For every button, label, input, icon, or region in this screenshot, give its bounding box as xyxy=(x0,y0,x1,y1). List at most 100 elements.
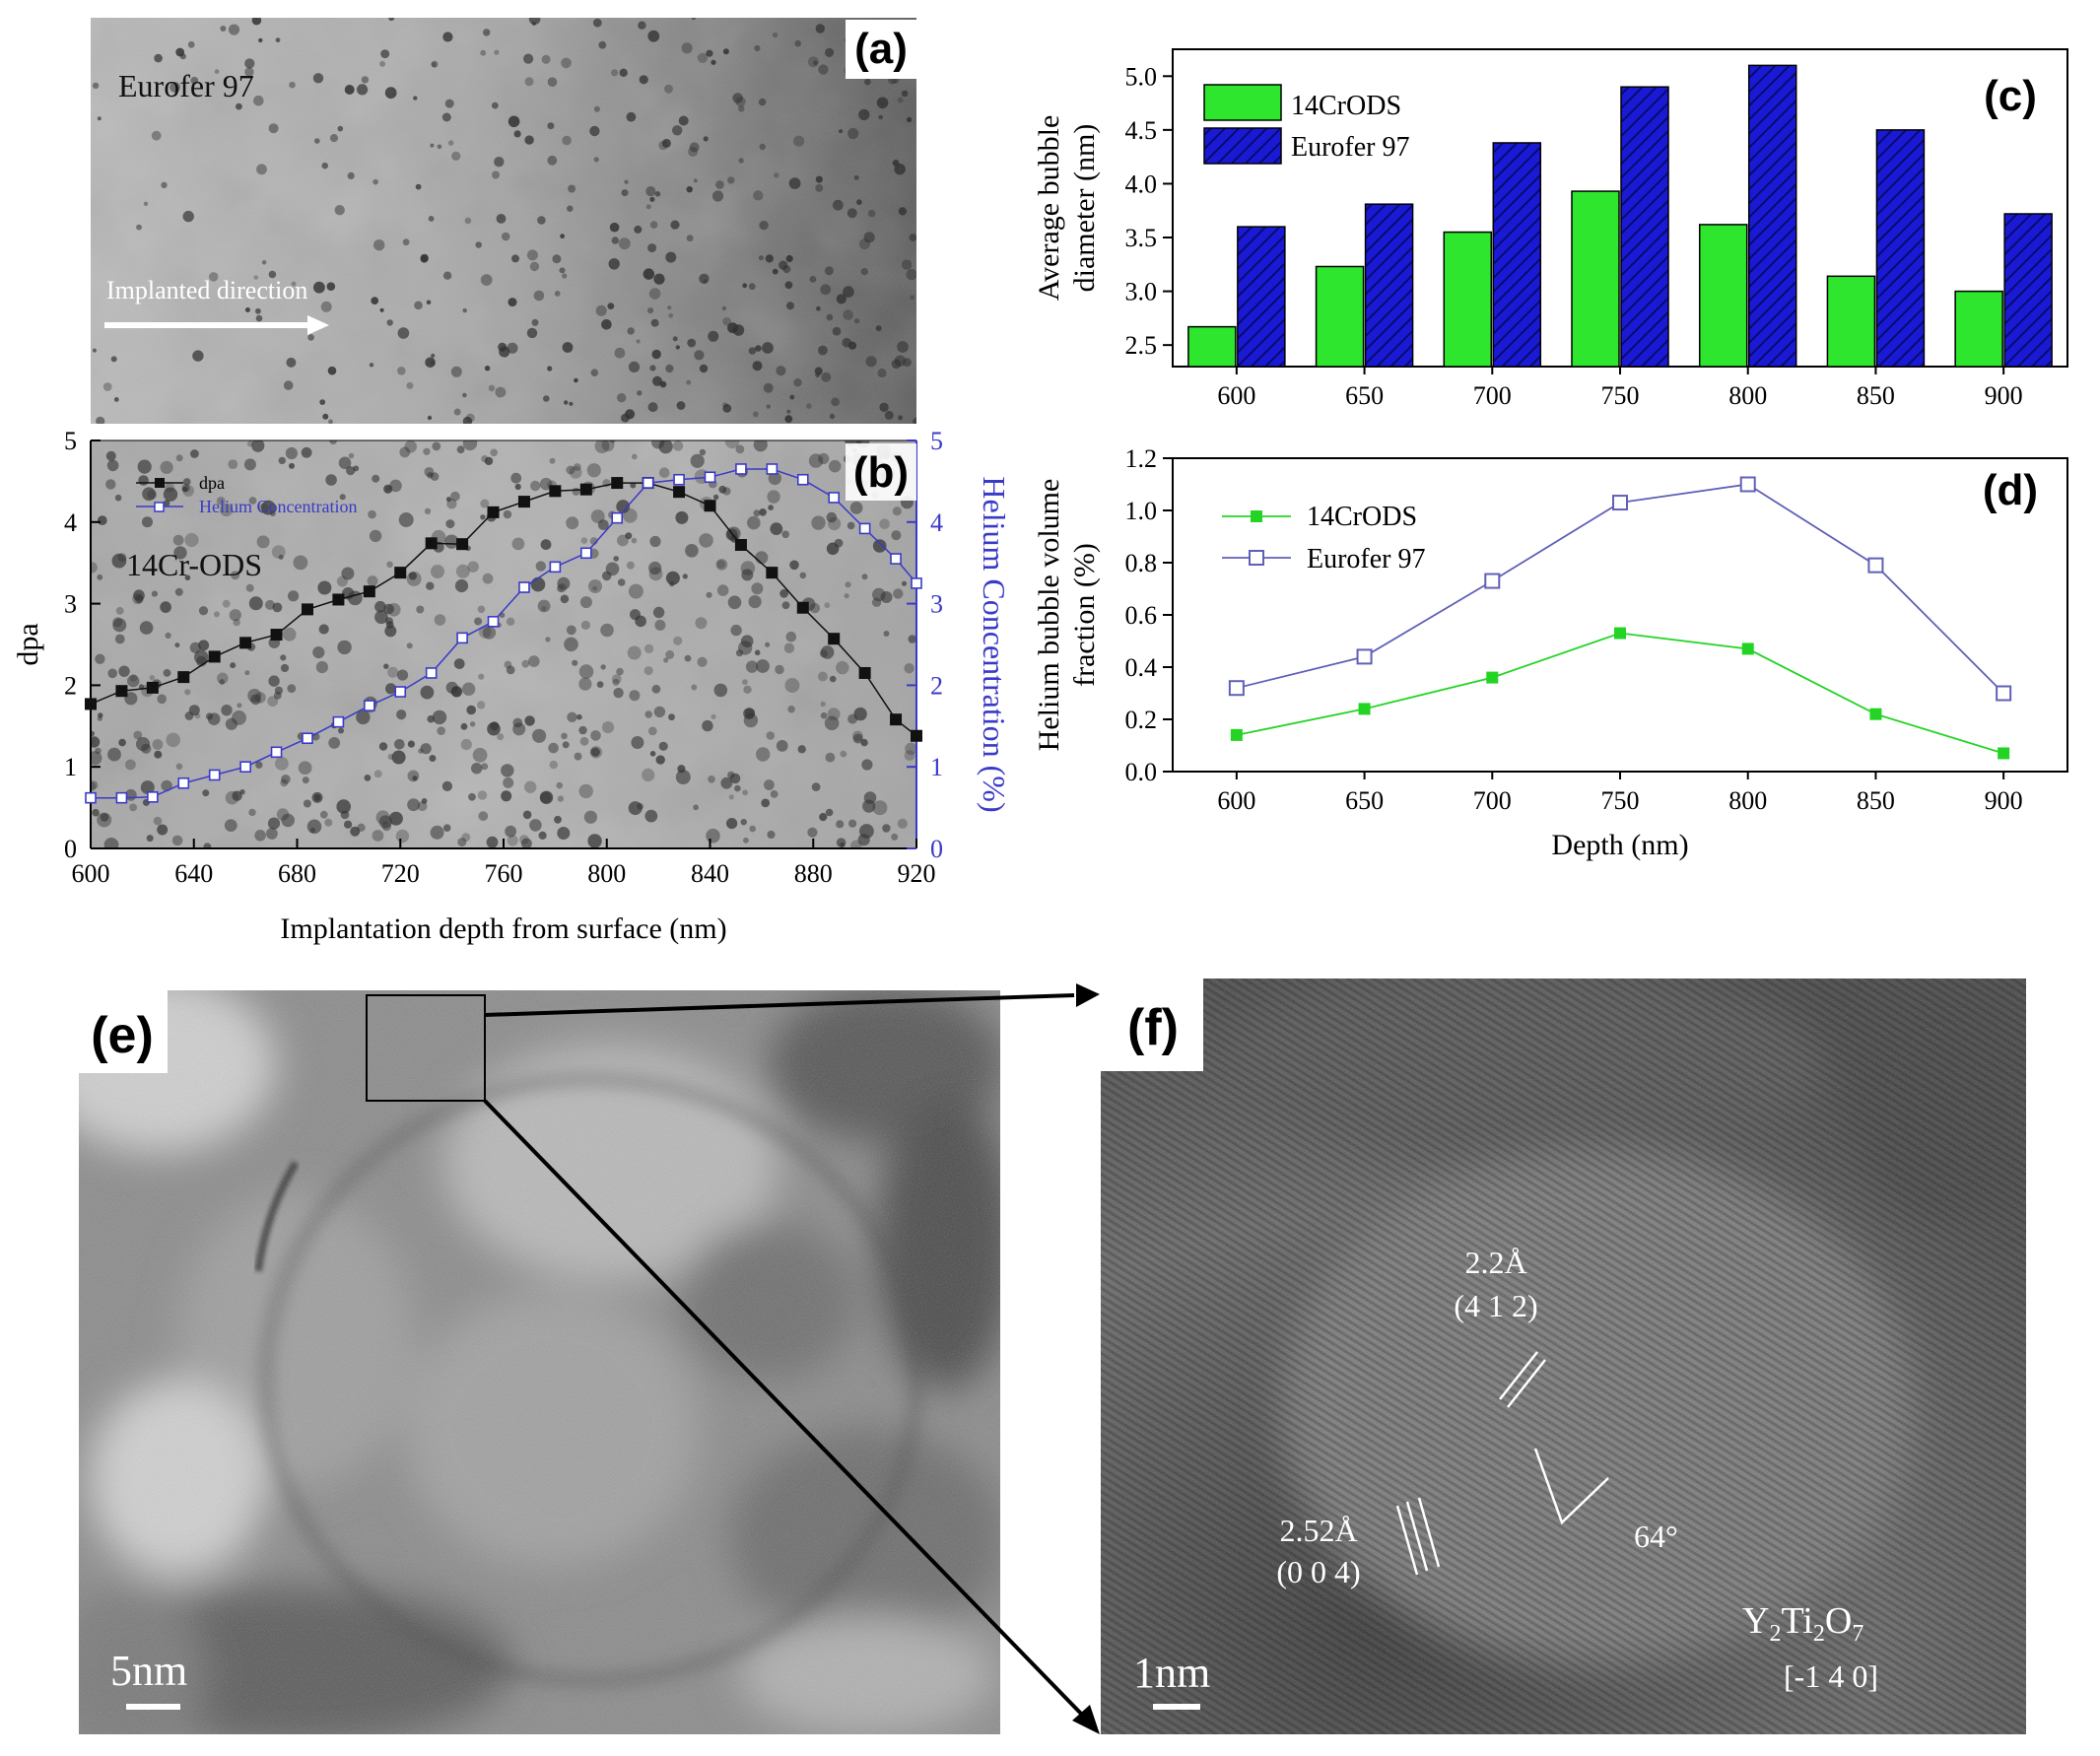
b-dpa-point xyxy=(579,483,592,496)
d-eurofer97-point xyxy=(1356,648,1373,665)
d-eurofer97-point xyxy=(1228,680,1245,697)
lattice-angle: 64° xyxy=(1634,1519,1678,1554)
c-legend-eurofer97-swatch xyxy=(1203,127,1282,165)
b-y-tick-label: 2 xyxy=(64,671,77,700)
b-helium-point xyxy=(364,700,375,711)
b-y-tick-label: 5 xyxy=(64,427,77,455)
d-y-tick-label: 0.6 xyxy=(1125,601,1158,630)
b-dpa-point xyxy=(301,603,313,616)
b-dpa-point xyxy=(911,729,922,742)
d-14crods-point xyxy=(1358,703,1371,715)
panel-d-label-box: (d) xyxy=(1983,466,2038,514)
d-x-axis-title: Depth (nm) xyxy=(1551,829,1688,861)
d-14crods-point xyxy=(1614,627,1626,640)
c-legend-14crods-label: 14CrODS xyxy=(1291,91,1401,121)
b-legend-dpa-label: dpa xyxy=(199,473,225,493)
d-14crods-point xyxy=(1230,728,1243,741)
panel-f-scale-bar xyxy=(1153,1704,1200,1710)
c-bar-eurofer97 xyxy=(1747,64,1797,368)
panel-b-label: (b) xyxy=(853,448,909,497)
b-helium-point xyxy=(642,477,654,489)
b-series-line-dpa xyxy=(90,482,917,737)
b-dpa-point xyxy=(270,629,283,642)
d-y-axis-title-line: Helium bubble volume xyxy=(1033,479,1065,752)
b-helium-point xyxy=(673,473,685,486)
d-legend-eurofer97-marker xyxy=(1249,550,1264,566)
c-y-axis-title-line: diameter (nm) xyxy=(1068,124,1101,293)
d-eurofer97-point xyxy=(1867,557,1884,574)
b-helium-point xyxy=(270,746,283,759)
b-helium-point xyxy=(911,577,922,589)
c-bar-eurofer97 xyxy=(1364,203,1414,368)
c-legend-eurofer97-label: Eurofer 97 xyxy=(1291,132,1410,163)
phase-label: Y2Ti2O7 xyxy=(1742,1600,1863,1647)
zoom-region-box xyxy=(366,994,486,1102)
b-dpa-point xyxy=(239,637,252,649)
b-y2-tick-label: 3 xyxy=(930,590,943,619)
b-x-axis-title: Implantation depth from surface (nm) xyxy=(280,912,726,945)
b-helium-point xyxy=(579,547,592,560)
panel-e-scale-bar-label: 5nm xyxy=(110,1647,187,1695)
d-eurofer97-point xyxy=(1612,495,1628,511)
b-helium-point xyxy=(302,732,313,745)
c-x-tick-label: 600 xyxy=(1217,381,1255,410)
d-x-tick-label: 800 xyxy=(1728,786,1767,815)
lattice-spacing-1: 2.2Å xyxy=(1464,1245,1526,1280)
b-dpa-point xyxy=(704,500,716,512)
panel-d-label: (d) xyxy=(1983,466,2038,514)
panel-a-label: (a) xyxy=(854,25,908,73)
b-inset-material-label: 14Cr-ODS xyxy=(126,547,262,582)
b-dpa-point xyxy=(549,485,562,498)
b-dpa-point xyxy=(208,650,221,663)
b-helium-point xyxy=(239,761,251,774)
b-helium-point xyxy=(177,777,190,789)
c-bar-eurofer97 xyxy=(1875,129,1926,368)
c-bar-14crods xyxy=(1315,265,1365,368)
c-bar-eurofer97 xyxy=(1492,142,1542,368)
d-y-tick-label: 0.4 xyxy=(1125,653,1158,682)
d-y-tick-label: 1.0 xyxy=(1125,497,1158,525)
b-dpa-point xyxy=(734,538,747,551)
panel-c-label-box: (c) xyxy=(1984,72,2037,120)
b-helium-point xyxy=(828,492,841,504)
b-helium-point xyxy=(208,769,221,781)
c-x-tick-label: 700 xyxy=(1473,381,1512,410)
lattice-plane-2: (0 0 4) xyxy=(1276,1554,1360,1589)
b-y2-tick-label: 2 xyxy=(930,671,943,700)
b-x-tick-label: 720 xyxy=(381,859,420,888)
panel-e-micrograph xyxy=(79,990,1000,1734)
b-dpa-point xyxy=(487,506,500,518)
d-legend-14crods-marker xyxy=(1251,510,1262,522)
b-helium-point xyxy=(704,471,716,484)
b-helium-point xyxy=(147,791,159,803)
panel-a-arrow-label: Implanted direction xyxy=(106,276,307,304)
b-helium-point xyxy=(858,522,871,535)
d-14crods-point xyxy=(1486,671,1499,684)
d-y-tick-label: 0.2 xyxy=(1125,706,1158,734)
b-helium-point xyxy=(549,561,562,574)
c-bar-14crods xyxy=(1571,190,1620,368)
b-dpa-point xyxy=(394,567,407,579)
b-dpa-point xyxy=(146,681,159,694)
b-helium-point xyxy=(518,581,530,593)
b-helium-point xyxy=(796,473,809,486)
b-y2-tick-label: 4 xyxy=(930,508,943,537)
panel-b-label-box: (b) xyxy=(846,443,916,501)
b-dpa-point xyxy=(517,496,530,508)
b-y2-tick-label: 0 xyxy=(930,835,943,863)
d-y-tick-label: 1.2 xyxy=(1125,444,1158,473)
c-y-tick-label: 3.0 xyxy=(1125,278,1158,306)
panel-b-chart: 600 640 680 720 760 800 840 880 920012345012345I… xyxy=(12,427,1012,945)
d-x-tick-label: 600 xyxy=(1217,786,1255,815)
panel-c-chart: 600 650 700 750 800 850 900 2.5 3.0 3.5 4.0 4.5 5.0 A… xyxy=(1033,48,2068,410)
b-dpa-point xyxy=(858,666,871,679)
c-bar-eurofer97 xyxy=(2003,213,2053,368)
zone-axis-label: [-1 4 0] xyxy=(1784,1658,1878,1694)
b-dpa-point xyxy=(611,477,624,490)
panel-f-scale-bar-label: 1nm xyxy=(1133,1649,1210,1697)
d-eurofer97-point xyxy=(1996,685,2012,702)
d-x-tick-label: 750 xyxy=(1601,786,1640,815)
b-y-tick-label: 0 xyxy=(64,835,77,863)
b-helium-point xyxy=(487,616,500,628)
